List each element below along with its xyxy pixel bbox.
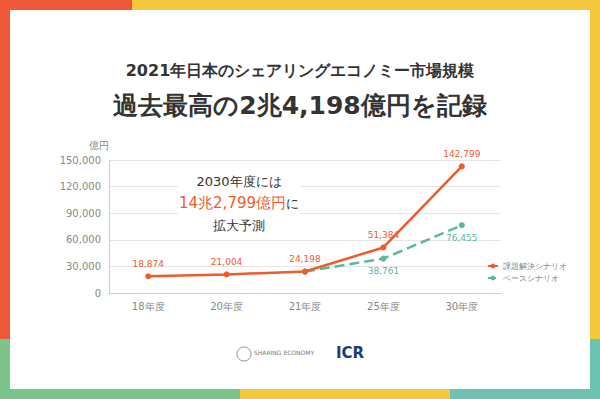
svg-text:18年度: 18年度 <box>132 301 165 312</box>
svg-text:120,000: 120,000 <box>60 181 101 192</box>
svg-text:21年度: 21年度 <box>289 301 322 312</box>
svg-text:14兆2,799億円: 14兆2,799億円 <box>179 194 286 212</box>
svg-text:0: 0 <box>95 288 101 299</box>
svg-text:24,198: 24,198 <box>289 254 321 264</box>
svg-text:51,384: 51,384 <box>368 230 400 240</box>
svg-text:30,000: 30,000 <box>66 261 101 272</box>
svg-text:20年度: 20年度 <box>210 301 243 312</box>
svg-text:21,004: 21,004 <box>211 257 243 267</box>
svg-text:億円: 億円 <box>89 140 109 151</box>
svg-text:SHARING ECONOMY: SHARING ECONOMY <box>254 349 314 356</box>
svg-text:2030年度には: 2030年度には <box>196 174 281 189</box>
svg-text:ベースシナリオ: ベースシナリオ <box>503 274 559 283</box>
svg-text:ICR: ICR <box>336 344 365 362</box>
svg-text:150,000: 150,000 <box>60 155 101 166</box>
svg-text:30年度: 30年度 <box>445 301 478 312</box>
svg-text:38,761: 38,761 <box>368 266 400 276</box>
svg-text:76,455: 76,455 <box>446 233 478 243</box>
svg-text:過去最高の2兆4,198億円を記録: 過去最高の2兆4,198億円を記録 <box>113 91 486 120</box>
svg-text:142,799: 142,799 <box>443 149 480 159</box>
svg-text:課題解決シナリオ: 課題解決シナリオ <box>503 262 567 271</box>
svg-text:60,000: 60,000 <box>66 234 101 245</box>
svg-text:18,874: 18,874 <box>132 259 164 269</box>
svg-text:25年度: 25年度 <box>367 301 400 312</box>
svg-text:拡大予測: 拡大予測 <box>213 218 265 233</box>
svg-text:90,000: 90,000 <box>66 208 101 219</box>
svg-text:2021年日本のシェアリングエコノミー市場規模: 2021年日本のシェアリングエコノミー市場規模 <box>126 61 475 80</box>
svg-text:に: に <box>286 196 299 211</box>
